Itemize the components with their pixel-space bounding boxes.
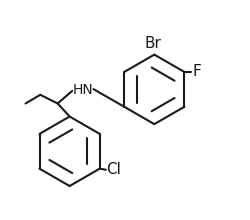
Text: Cl: Cl [106,162,121,177]
Text: HN: HN [72,83,93,97]
Text: F: F [192,64,201,79]
Text: Br: Br [145,36,162,51]
